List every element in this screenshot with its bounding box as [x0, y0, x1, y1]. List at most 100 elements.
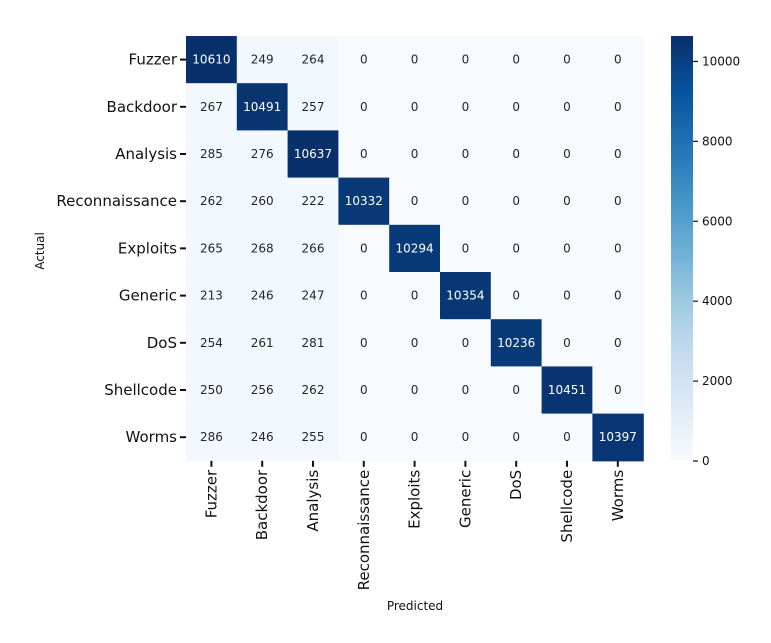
heatmap-cell — [490, 177, 543, 226]
y-tick-label: DoS — [147, 334, 177, 352]
heatmap-cell — [389, 366, 441, 415]
colorbar-gradient — [671, 36, 693, 461]
cell-value-label: 213 — [200, 289, 223, 303]
heatmap-cell — [287, 272, 339, 320]
heatmap-cell — [186, 413, 238, 462]
cell-value-label: 0 — [512, 430, 520, 444]
cell-value-label: 0 — [614, 383, 622, 397]
heatmap-cell — [186, 36, 238, 84]
heatmap-cell — [541, 413, 593, 462]
cell-value-label: 260 — [251, 194, 274, 208]
heatmap-cell — [236, 130, 289, 179]
cell-value-label: 0 — [360, 241, 368, 255]
x-tick-label: DoS — [507, 470, 525, 500]
heatmap-grid: 10610 249 264 0 0 0 0 0 0 267 10491 257 0 0 0 0 0 0 285 276… — [186, 36, 644, 462]
colorbar-tick-label: 0 — [702, 454, 710, 468]
heatmap-cell — [389, 83, 441, 131]
cell-value-label: 281 — [302, 336, 325, 350]
heatmap-cell — [236, 319, 289, 367]
cell-value-label: 10236 — [497, 336, 535, 350]
x-tick-label: Fuzzer — [202, 469, 220, 518]
heatmap-cell — [186, 83, 238, 131]
cell-value-label: 10491 — [243, 100, 281, 114]
cell-value-label: 0 — [462, 53, 470, 67]
cell-value-label: 0 — [462, 194, 470, 208]
cell-value-label: 0 — [360, 336, 368, 350]
cell-value-label: 0 — [512, 289, 520, 303]
heatmap-cell — [490, 413, 543, 462]
cell-value-label: 250 — [200, 383, 223, 397]
heatmap-cell — [186, 366, 238, 415]
cell-value-label: 0 — [563, 336, 571, 350]
heatmap-cell — [592, 83, 644, 131]
cell-value-label: 249 — [251, 53, 274, 67]
cell-value-label: 222 — [302, 194, 325, 208]
cell-value-label: 0 — [411, 383, 419, 397]
cell-value-label: 262 — [302, 383, 325, 397]
heatmap-cell — [490, 319, 543, 367]
heatmap-cell — [592, 130, 644, 179]
cell-value-label: 254 — [200, 336, 223, 350]
heatmap-cell — [338, 366, 390, 415]
heatmap-cell — [287, 177, 339, 226]
cell-value-label: 0 — [411, 147, 419, 161]
heatmap-cell — [236, 224, 289, 273]
cell-value-label: 268 — [251, 241, 274, 255]
cell-value-label: 257 — [302, 100, 325, 114]
cell-value-label: 0 — [512, 241, 520, 255]
y-tick-labels: Fuzzer Backdoor Analysis Reconnaissance Expl… — [56, 51, 186, 446]
x-tick-label: Backdoor — [253, 469, 271, 540]
cell-value-label: 10294 — [396, 241, 434, 255]
colorbar-tick-label: 4000 — [702, 294, 733, 308]
heatmap-cell — [287, 413, 339, 462]
heatmap-cell — [490, 224, 543, 273]
cell-value-label: 0 — [563, 100, 571, 114]
y-tick-label: Exploits — [118, 239, 177, 257]
heatmap-cell — [440, 272, 492, 320]
cell-value-label: 0 — [614, 289, 622, 303]
colorbar-tick-label: 6000 — [702, 214, 733, 228]
heatmap-cell — [592, 36, 644, 84]
cell-value-label: 0 — [614, 194, 622, 208]
cell-value-label: 0 — [411, 289, 419, 303]
colorbar-tick-label: 8000 — [702, 134, 733, 148]
heatmap-cell — [236, 36, 289, 84]
cell-value-label: 0 — [614, 336, 622, 350]
heatmap-cell — [287, 224, 339, 273]
cell-value-label: 0 — [411, 336, 419, 350]
heatmap-cell — [541, 366, 593, 415]
heatmap-cell — [440, 319, 492, 367]
heatmap-cell — [338, 177, 390, 226]
cell-value-label: 0 — [411, 430, 419, 444]
y-tick-label: Fuzzer — [129, 51, 178, 69]
heatmap-cell — [338, 413, 390, 462]
heatmap-cell — [592, 272, 644, 320]
x-tick-label: Reconnaissance — [355, 470, 373, 591]
y-tick-label: Worms — [126, 428, 178, 446]
heatmap-cell — [490, 272, 543, 320]
heatmap-cell — [287, 83, 339, 131]
heatmap-cell — [541, 130, 593, 179]
heatmap-cell — [541, 177, 593, 226]
heatmap-cell — [541, 224, 593, 273]
heatmap-cell — [490, 83, 543, 131]
y-axis-title: Actual — [33, 232, 47, 270]
cell-value-label: 276 — [251, 147, 274, 161]
heatmap-cell — [592, 177, 644, 226]
heatmap-cell — [236, 366, 289, 415]
x-tick-label: Generic — [456, 470, 474, 528]
heatmap-cell — [592, 413, 644, 462]
cell-value-label: 0 — [462, 336, 470, 350]
cell-value-label: 0 — [360, 53, 368, 67]
x-tick-label: Analysis — [304, 470, 322, 532]
heatmap-cell — [287, 366, 339, 415]
cell-value-label: 10397 — [599, 430, 637, 444]
heatmap-cell — [186, 224, 238, 273]
cell-value-label: 0 — [563, 194, 571, 208]
cell-value-label: 0 — [462, 147, 470, 161]
cell-value-label: 0 — [512, 147, 520, 161]
cell-value-label: 0 — [360, 100, 368, 114]
cell-value-label: 0 — [360, 430, 368, 444]
cell-value-label: 0 — [614, 241, 622, 255]
